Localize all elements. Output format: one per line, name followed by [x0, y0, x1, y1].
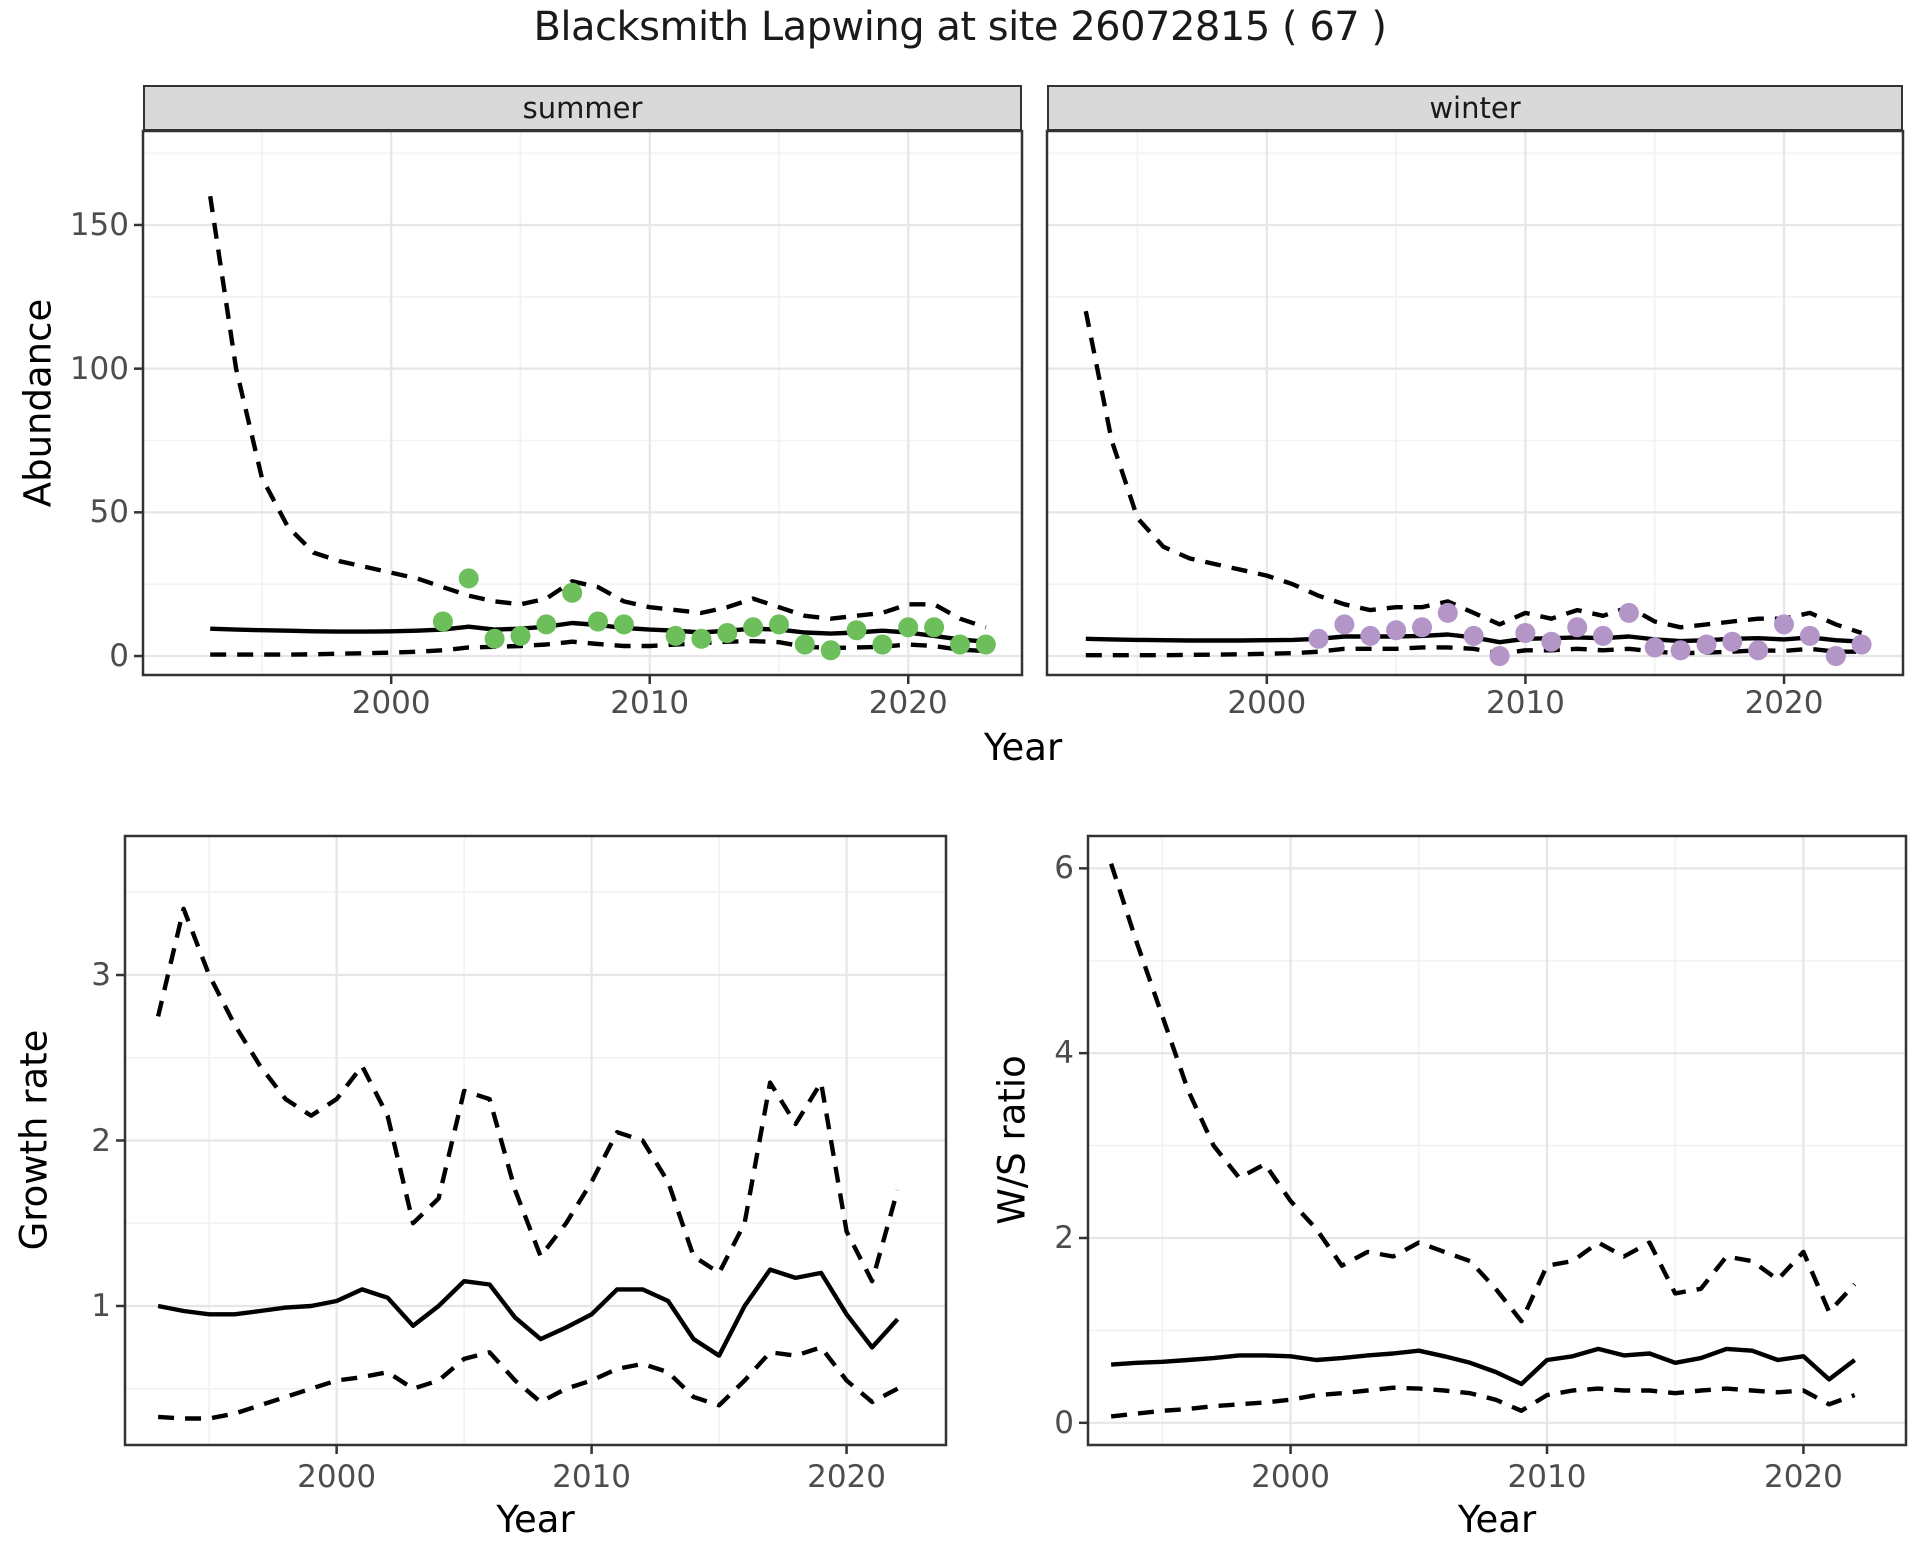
growth-rate-plot	[116, 834, 948, 1454]
summer-observed-point	[665, 625, 686, 646]
winter-observed-point	[1696, 634, 1717, 655]
winter-observed-point	[1437, 602, 1458, 623]
winter-observed-point	[1489, 646, 1510, 666]
winter-abundance-plot	[1045, 129, 1905, 684]
summer-y-tick-label: 50	[89, 494, 129, 531]
winter-observed-point	[1386, 620, 1407, 641]
summer-y-tick-label: 100	[69, 350, 129, 387]
summer-observed-point	[458, 568, 479, 589]
x-axis-title-year-top: Year	[983, 726, 1063, 769]
y-axis-title-ws-ratio: W/S ratio	[990, 1055, 1034, 1225]
growth-x-tick-label: 2000	[297, 1459, 377, 1495]
winter-observed-point	[1644, 637, 1665, 658]
summer-observed-point	[924, 617, 945, 638]
facet-strip-summer: summer	[143, 85, 1022, 131]
winter-panel-border	[1045, 129, 1905, 677]
winter-observed-point	[1567, 617, 1588, 638]
growth-x-tick-label: 2020	[807, 1459, 886, 1495]
growth-x-tick-label: 2010	[552, 1459, 632, 1495]
ws-panel-border	[1086, 834, 1908, 1447]
summer-panel-background	[143, 131, 1022, 675]
ws-median-line	[1110, 1346, 1857, 1387]
summer-observed-point	[898, 617, 919, 638]
winter-observed-point	[1515, 623, 1536, 643]
summer-observed-point	[950, 634, 970, 655]
summer-x-tick-label: 2000	[351, 685, 431, 721]
winter-observed-point	[1618, 602, 1639, 623]
winter-observed-point	[1748, 640, 1769, 661]
winter-x-tick-label: 2000	[1227, 685, 1307, 721]
winter-observed-point	[1334, 614, 1355, 635]
facet-strip-summer-label: summer	[522, 91, 643, 125]
winter-observed-point	[1825, 646, 1846, 666]
growth-y-tick-label: 3	[91, 957, 111, 993]
growth-y-tick-label: 2	[91, 1122, 111, 1159]
growth-median-line	[157, 1267, 900, 1358]
summer-x-tick-label: 2020	[868, 685, 948, 721]
winter-observed-point	[1308, 628, 1329, 649]
summer-observed-point	[536, 614, 557, 635]
winter-panel-background	[1047, 131, 1903, 675]
growth-lower_ci-line	[157, 1345, 899, 1421]
summer-y-tick-label: 150	[69, 206, 129, 243]
winter-observed-point	[1541, 631, 1562, 652]
winter-observed-point	[1851, 634, 1872, 655]
summer-observed-point	[820, 640, 841, 661]
ws-lower_ci-line	[1110, 1385, 1856, 1419]
x-axis-title-year-ws: Year	[1457, 1498, 1537, 1541]
facet-strip-winter-label: winter	[1429, 91, 1521, 125]
summer-observed-point	[717, 623, 738, 643]
winter-observed-point	[1412, 617, 1432, 638]
summer-observed-point	[872, 634, 893, 655]
winter-x-tick-label: 2010	[1485, 685, 1565, 721]
summer-observed-point	[432, 611, 453, 632]
chart-title: Blacksmith Lapwing at site 26072815 ( 67…	[533, 4, 1387, 50]
summer-y-tick-label: 0	[109, 638, 129, 675]
ws-x-tick-label: 2010	[1507, 1459, 1587, 1495]
ws-ratio-plot	[1079, 834, 1908, 1454]
summer-observed-point	[975, 634, 996, 655]
summer-observed-point	[510, 625, 531, 646]
winter-observed-point	[1360, 625, 1381, 646]
winter-lower_ci-line	[1085, 645, 1862, 658]
growth-upper_ci-line	[155, 906, 900, 1284]
summer-lower_ci-line	[210, 638, 986, 657]
summer-observed-point	[562, 582, 583, 603]
ws-y-tick-label: 0	[1054, 1404, 1074, 1441]
winter-observed-point	[1799, 625, 1820, 646]
winter-observed-point	[1774, 614, 1794, 635]
summer-observed-point	[484, 628, 505, 649]
summer-observed-point	[613, 614, 634, 635]
winter-observed-point	[1463, 625, 1484, 646]
ws-x-tick-label: 2020	[1763, 1459, 1843, 1495]
summer-x-tick-label: 2010	[610, 685, 690, 721]
ws-y-tick-label: 6	[1054, 850, 1074, 887]
summer-observed-point	[794, 634, 815, 655]
summer-observed-point	[743, 617, 764, 638]
summer-observed-point	[769, 614, 789, 635]
ws-upper_ci-line	[1109, 863, 1857, 1324]
x-axis-title-year-growth: Year	[496, 1498, 575, 1541]
summer-abundance-plot	[134, 129, 1024, 684]
winter-observed-point	[1593, 625, 1613, 646]
winter-x-tick-label: 2020	[1744, 685, 1824, 721]
growth-y-tick-label: 1	[91, 1287, 111, 1324]
summer-panel-border	[141, 129, 1024, 677]
summer-observed-point	[691, 628, 712, 649]
winter-upper_ci-line	[1083, 310, 1863, 636]
ws-panel-background	[1088, 836, 1906, 1445]
summer-observed-point	[846, 620, 867, 641]
ws-y-tick-label: 2	[1054, 1219, 1074, 1256]
y-axis-title-abundance: Abundance	[16, 298, 60, 508]
ws-y-tick-label: 4	[1054, 1035, 1074, 1072]
winter-observed-point	[1670, 640, 1691, 661]
summer-upper_ci-line	[208, 195, 987, 630]
summer-observed-point	[588, 611, 608, 632]
ws-x-tick-label: 2000	[1251, 1459, 1331, 1495]
winter-observed-point	[1722, 631, 1743, 652]
facet-strip-winter: winter	[1047, 85, 1903, 131]
